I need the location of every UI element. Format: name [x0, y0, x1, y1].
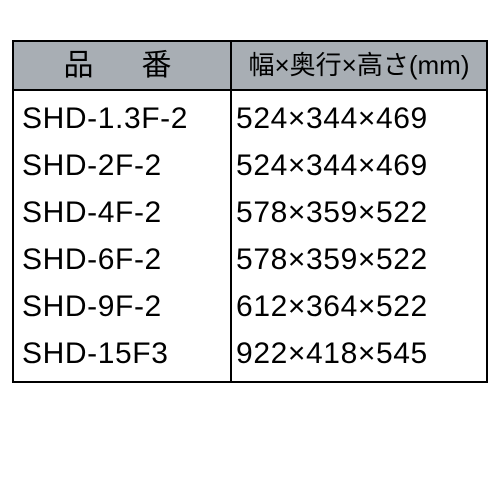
table-row: SHD-4F-2 578×359×522: [13, 189, 487, 236]
cell-dimensions: 922×418×545: [231, 330, 487, 382]
cell-dimensions: 524×344×469: [231, 142, 487, 189]
spec-table-container: 品 番 幅×奥行×高さ(mm) SHD-1.3F-2 524×344×469 S…: [0, 0, 500, 383]
cell-model: SHD-9F-2: [13, 283, 231, 330]
table-row: SHD-1.3F-2 524×344×469: [13, 90, 487, 142]
table-row: SHD-15F3 922×418×545: [13, 330, 487, 382]
cell-model: SHD-6F-2: [13, 236, 231, 283]
spec-table: 品 番 幅×奥行×高さ(mm) SHD-1.3F-2 524×344×469 S…: [12, 40, 488, 383]
col-header-dimensions: 幅×奥行×高さ(mm): [231, 41, 487, 90]
table-row: SHD-9F-2 612×364×522: [13, 283, 487, 330]
table-body: SHD-1.3F-2 524×344×469 SHD-2F-2 524×344×…: [13, 90, 487, 382]
cell-model: SHD-2F-2: [13, 142, 231, 189]
cell-dimensions: 578×359×522: [231, 236, 487, 283]
table-row: SHD-2F-2 524×344×469: [13, 142, 487, 189]
cell-model: SHD-15F3: [13, 330, 231, 382]
cell-model: SHD-4F-2: [13, 189, 231, 236]
cell-dimensions: 578×359×522: [231, 189, 487, 236]
cell-dimensions: 524×344×469: [231, 90, 487, 142]
col-header-model: 品 番: [13, 41, 231, 90]
cell-dimensions: 612×364×522: [231, 283, 487, 330]
table-header-row: 品 番 幅×奥行×高さ(mm): [13, 41, 487, 90]
table-row: SHD-6F-2 578×359×522: [13, 236, 487, 283]
cell-model: SHD-1.3F-2: [13, 90, 231, 142]
